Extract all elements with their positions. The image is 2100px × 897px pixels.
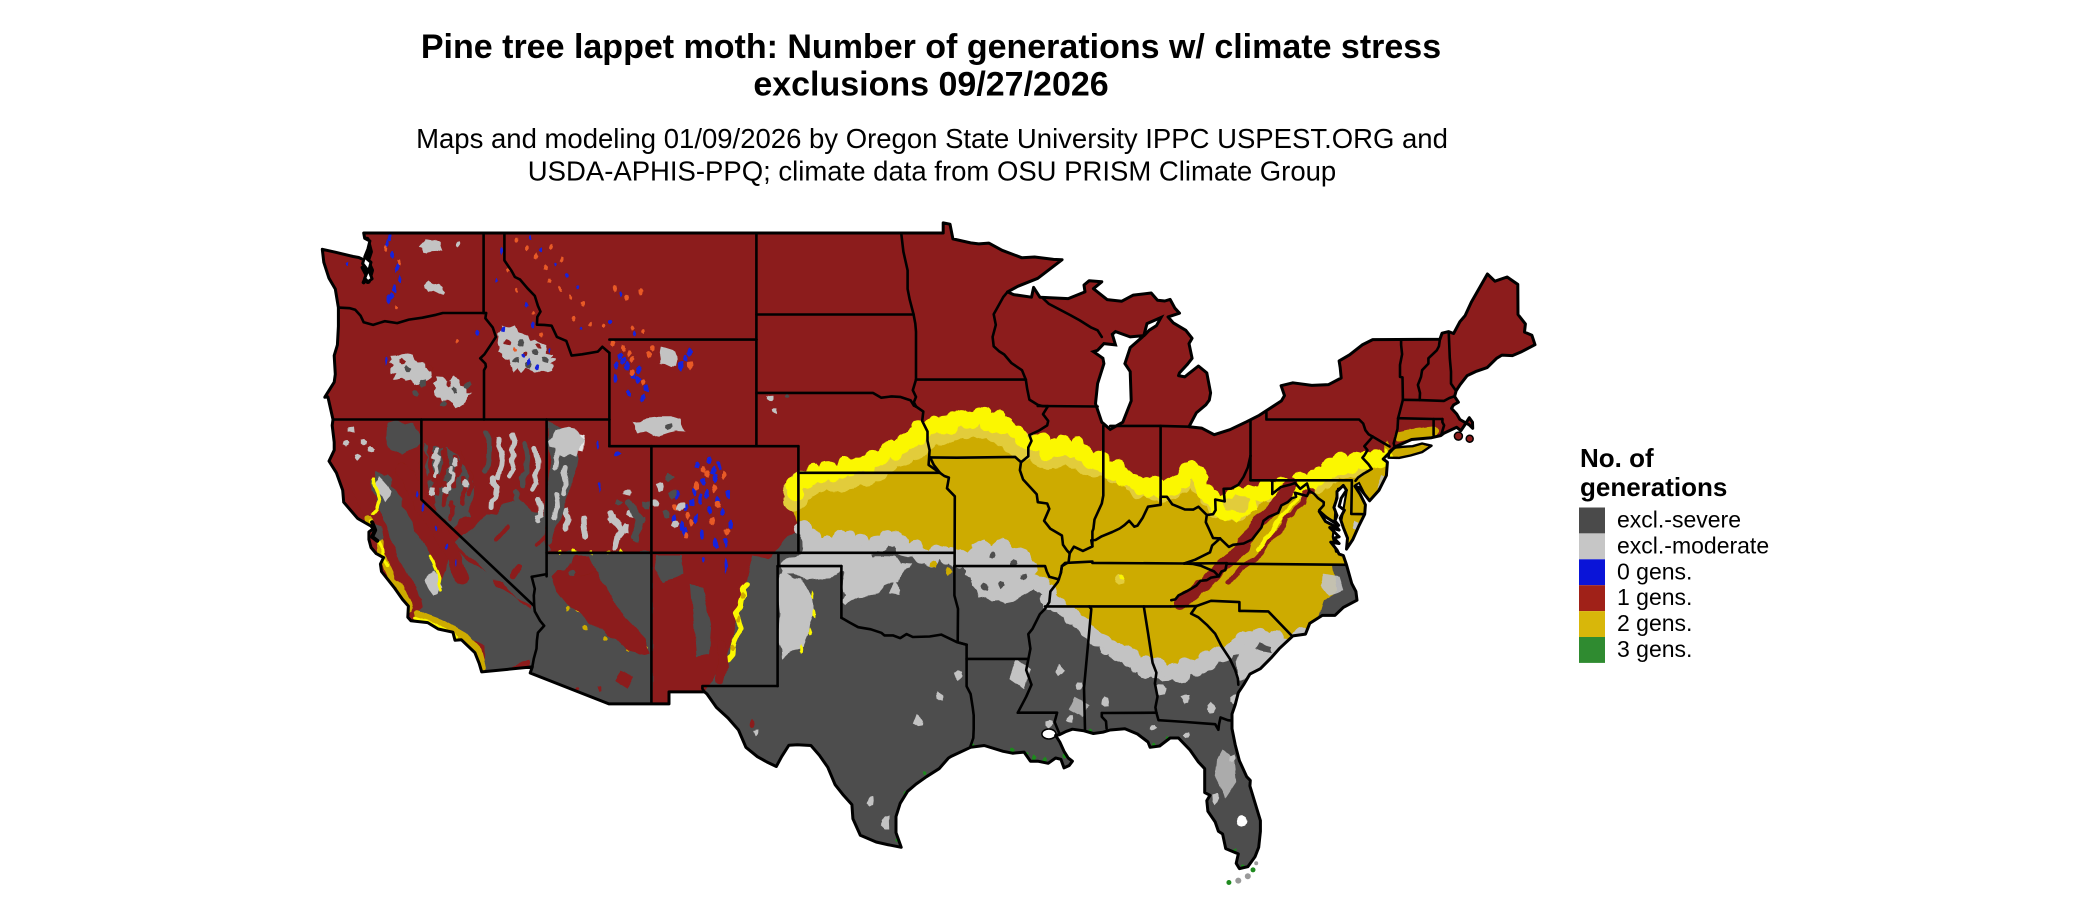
svg-text:0 gens.: 0 gens.	[1617, 558, 1692, 584]
svg-text:excl.-severe: excl.-severe	[1617, 507, 1741, 533]
svg-text:Maps and modeling 01/09/2026 b: Maps and modeling 01/09/2026 by Oregon S…	[416, 123, 1448, 154]
svg-text:No. of: No. of	[1580, 443, 1654, 473]
svg-text:Pine tree lappet moth: Number: Pine tree lappet moth: Number of generat…	[421, 28, 1441, 66]
svg-text:3 gens.: 3 gens.	[1617, 636, 1692, 662]
svg-text:excl.-moderate: excl.-moderate	[1617, 532, 1769, 558]
svg-text:exclusions 09/27/2026: exclusions 09/27/2026	[753, 66, 1108, 104]
svg-text:1 gens.: 1 gens.	[1617, 584, 1692, 610]
svg-text:2 gens.: 2 gens.	[1617, 610, 1692, 636]
svg-text:USDA-APHIS-PPQ; climate data f: USDA-APHIS-PPQ; climate data from OSU PR…	[528, 156, 1336, 187]
svg-text:generations: generations	[1580, 472, 1727, 502]
